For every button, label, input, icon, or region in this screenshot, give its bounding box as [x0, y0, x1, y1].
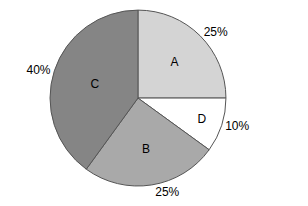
- svg-text:B: B: [142, 142, 150, 156]
- svg-text:10%: 10%: [225, 119, 249, 133]
- svg-text:C: C: [91, 77, 100, 91]
- svg-text:40%: 40%: [26, 63, 50, 77]
- svg-text:A: A: [170, 55, 178, 69]
- svg-text:D: D: [197, 112, 206, 126]
- svg-text:25%: 25%: [204, 25, 228, 39]
- svg-text:25%: 25%: [155, 185, 179, 199]
